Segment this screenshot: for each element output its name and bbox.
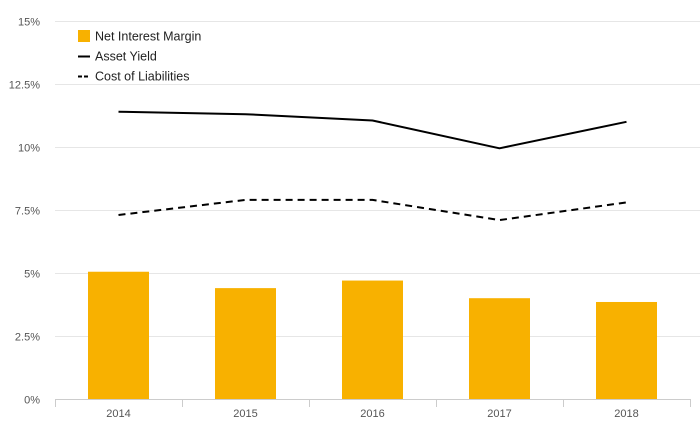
bar-net-interest-margin	[469, 298, 530, 399]
grid-layer	[55, 21, 700, 337]
line-layer	[118, 110, 627, 222]
legend: Net Interest Margin Asset Yield Cost of Li…	[78, 30, 201, 84]
legend-label: Cost of Liabilities	[95, 70, 190, 84]
bar-net-interest-margin	[596, 301, 657, 399]
bar-net-interest-margin	[215, 288, 276, 399]
legend-label: Net Interest Margin	[95, 30, 201, 44]
axis-layer: 0% 2.5% 5% 7.5% 10% 12.5% 15% 2014 2015 2016 2017 2…	[9, 17, 691, 420]
y-tick-label: 0%	[24, 395, 40, 407]
x-tick-label: 2018	[614, 408, 638, 420]
bar-net-interest-margin	[88, 271, 149, 399]
y-tick-label: 10%	[18, 143, 40, 155]
x-tick-label: 2015	[233, 408, 257, 420]
line-asset-yield	[118, 110, 627, 150]
bar-layer	[88, 271, 657, 399]
y-tick-label: 5%	[24, 269, 40, 281]
y-tick-label: 15%	[18, 17, 40, 29]
legend-swatch-net-interest-margin	[78, 30, 90, 42]
bar-net-interest-margin	[342, 280, 403, 399]
x-tick-label: 2016	[360, 408, 384, 420]
x-tick-label: 2014	[106, 408, 130, 420]
x-tick-label: 2017	[487, 408, 511, 420]
y-tick-label: 12.5%	[9, 80, 40, 92]
line-cost-of-liabilities	[118, 198, 627, 222]
legend-label: Asset Yield	[95, 50, 157, 64]
y-tick-label: 2.5%	[15, 332, 40, 344]
y-tick-label: 7.5%	[15, 206, 40, 218]
